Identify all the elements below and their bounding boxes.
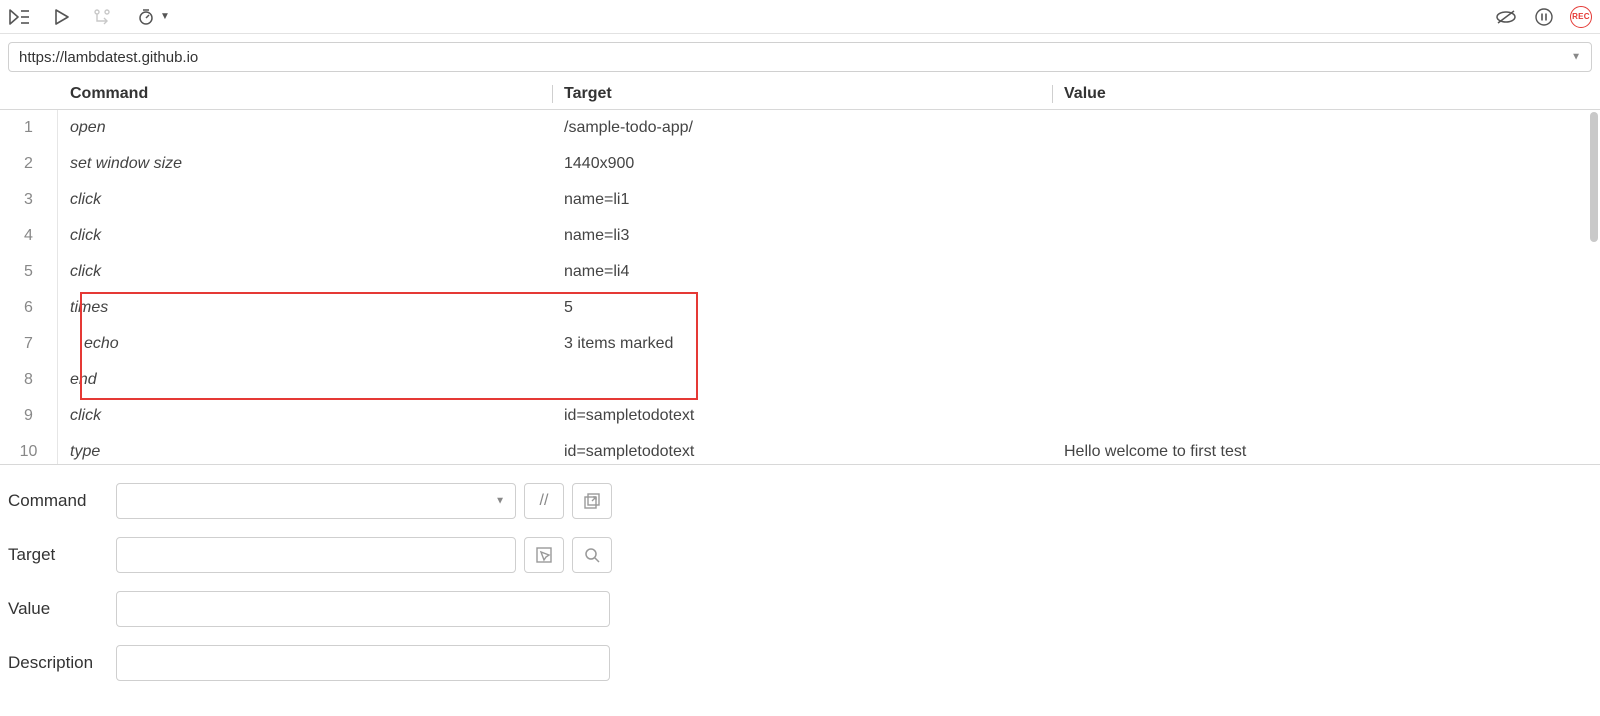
command-row[interactable]: 8end <box>0 362 1600 398</box>
row-target: id=sampletodotext <box>558 443 1058 461</box>
command-rows: 1open/sample-todo-app/2set window size14… <box>0 110 1600 464</box>
step-icon <box>92 5 116 29</box>
row-number: 3 <box>0 182 58 218</box>
toggle-comment-button[interactable]: // <box>524 483 564 519</box>
row-target: 3 items marked <box>558 335 1058 353</box>
row-number: 6 <box>0 290 58 326</box>
disable-breakpoints-icon[interactable] <box>1494 5 1518 29</box>
command-row[interactable]: 9clickid=sampletodotext <box>0 398 1600 434</box>
editor-label-description: Description <box>8 653 116 673</box>
scrollbar-thumb[interactable] <box>1590 112 1598 242</box>
row-command: end <box>58 371 558 389</box>
description-input[interactable] <box>116 645 610 681</box>
command-grid-header: Command Target Value <box>0 78 1600 110</box>
select-target-button[interactable] <box>524 537 564 573</box>
chevron-down-icon[interactable]: ▼ <box>1571 52 1581 63</box>
row-number: 4 <box>0 218 58 254</box>
row-command: echo <box>58 335 558 353</box>
command-select[interactable]: ▼ <box>116 483 516 519</box>
editor-row-target: Target <box>8 537 1592 573</box>
row-number: 9 <box>0 398 58 434</box>
row-value: Hello welcome to first test <box>1058 443 1600 461</box>
target-input[interactable] <box>116 537 516 573</box>
column-header-command[interactable]: Command <box>58 85 558 103</box>
editor-label-command: Command <box>8 491 116 511</box>
row-number: 2 <box>0 146 58 182</box>
editor-label-value: Value <box>8 599 116 619</box>
url-bar-container: https://lambdatest.github.io ▼ <box>0 34 1600 78</box>
row-target: 5 <box>558 299 1058 317</box>
row-command: click <box>58 263 558 281</box>
row-command: set window size <box>58 155 558 173</box>
record-label: REC <box>1572 12 1590 21</box>
row-number: 5 <box>0 254 58 290</box>
row-command: type <box>58 443 558 461</box>
play-icon[interactable] <box>50 5 74 29</box>
row-number: 10 <box>0 434 58 464</box>
value-input[interactable] <box>116 591 610 627</box>
editor-row-command: Command ▼ // <box>8 483 1592 519</box>
command-row[interactable]: 10typeid=sampletodotextHello welcome to … <box>0 434 1600 464</box>
command-editor-panel: Command ▼ // Target Value Description <box>0 464 1600 707</box>
command-row[interactable]: 4clickname=li3 <box>0 218 1600 254</box>
chevron-down-icon: ▼ <box>160 11 170 22</box>
find-target-button[interactable] <box>572 537 612 573</box>
column-header-value[interactable]: Value <box>1058 85 1600 103</box>
row-command: click <box>58 227 558 245</box>
column-separator <box>552 85 553 103</box>
pause-icon[interactable] <box>1532 5 1556 29</box>
command-row[interactable]: 1open/sample-todo-app/ <box>0 110 1600 146</box>
command-row[interactable]: 5clickname=li4 <box>0 254 1600 290</box>
row-command: click <box>58 407 558 425</box>
row-command: open <box>58 119 558 137</box>
row-target: name=li1 <box>558 191 1058 209</box>
editor-row-value: Value <box>8 591 1592 627</box>
editor-label-target: Target <box>8 545 116 565</box>
row-number: 7 <box>0 326 58 362</box>
command-row[interactable]: 2set window size1440x900 <box>0 146 1600 182</box>
row-target: /sample-todo-app/ <box>558 119 1058 137</box>
column-header-target[interactable]: Target <box>558 85 1058 103</box>
base-url-text: https://lambdatest.github.io <box>19 49 198 66</box>
toolbar: ▼ REC <box>0 0 1600 34</box>
row-number: 8 <box>0 362 58 398</box>
command-row[interactable]: 7echo3 items marked <box>0 326 1600 362</box>
toolbar-right: REC <box>1494 5 1592 29</box>
run-all-icon[interactable] <box>8 5 32 29</box>
open-reference-button[interactable] <box>572 483 612 519</box>
command-row[interactable]: 3clickname=li1 <box>0 182 1600 218</box>
base-url-input[interactable]: https://lambdatest.github.io ▼ <box>8 42 1592 72</box>
timer-icon <box>134 5 158 29</box>
row-number: 1 <box>0 110 58 146</box>
row-target: name=li3 <box>558 227 1058 245</box>
command-row[interactable]: 6times5 <box>0 290 1600 326</box>
chevron-down-icon: ▼ <box>495 496 505 507</box>
speed-dropdown[interactable]: ▼ <box>134 5 170 29</box>
row-target: name=li4 <box>558 263 1058 281</box>
editor-row-description: Description <box>8 645 1592 681</box>
toolbar-left: ▼ <box>8 5 1494 29</box>
column-separator <box>1052 85 1053 103</box>
row-command: times <box>58 299 558 317</box>
row-target: id=sampletodotext <box>558 407 1058 425</box>
row-command: click <box>58 191 558 209</box>
record-icon[interactable]: REC <box>1570 6 1592 28</box>
row-target: 1440x900 <box>558 155 1058 173</box>
